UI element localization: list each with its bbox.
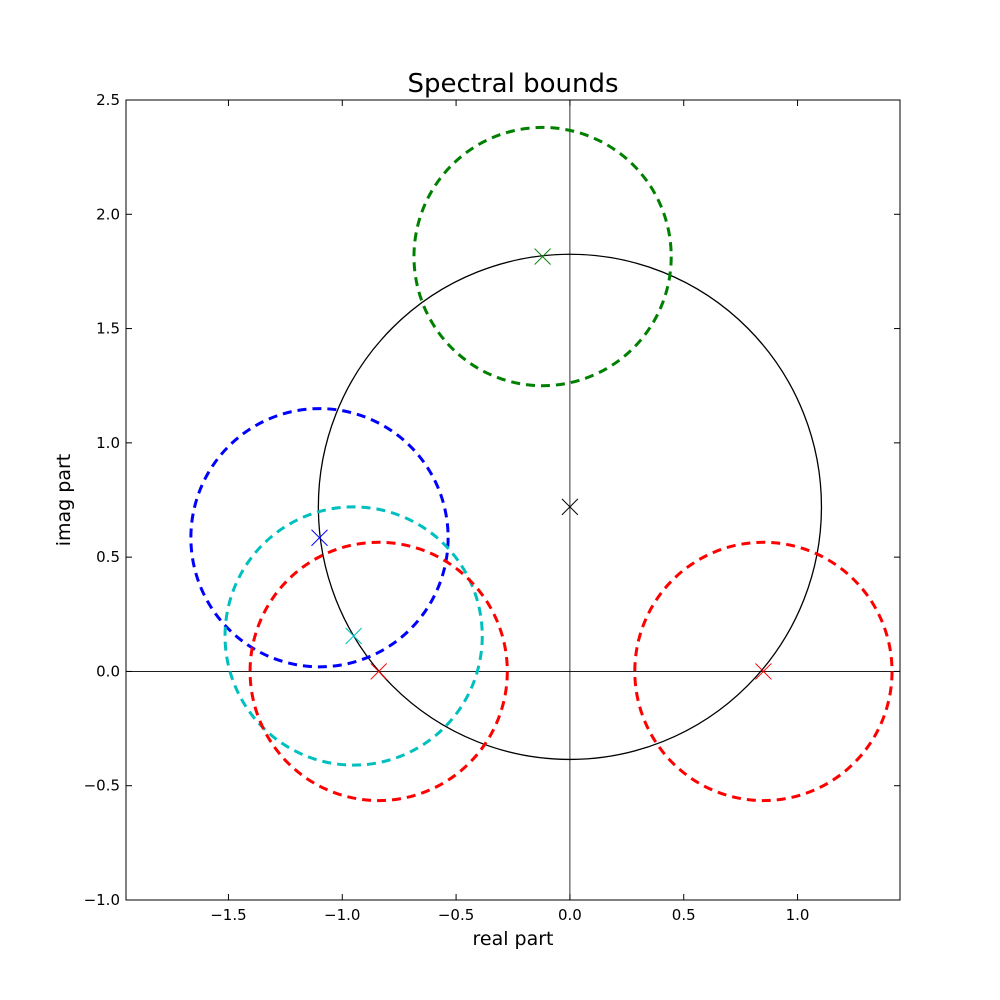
bound-circle-4: [248, 540, 509, 803]
x-tick-label: 1.0: [786, 906, 810, 924]
eigenvalue-markers: [311, 248, 772, 680]
y-tick-label: −0.5: [84, 777, 120, 795]
plot-area: [126, 100, 900, 900]
x-axis-label: real part: [472, 928, 553, 950]
x-marker-stroke: [311, 529, 328, 547]
y-tick-label: −1.0: [84, 891, 120, 909]
plot-frame: [125, 99, 901, 901]
main-circle-0: [317, 253, 823, 761]
x-marker-3: [345, 627, 363, 645]
x-marker-stroke: [534, 248, 551, 265]
y-tick-label: 0.0: [96, 662, 120, 680]
x-tick-label: −0.5: [438, 906, 474, 924]
x-tick-label: 0.0: [558, 906, 582, 924]
x-marker-4: [370, 663, 388, 680]
y-tick-label: 2.0: [96, 205, 120, 223]
x-tick-label: −1.0: [324, 906, 360, 924]
x-marker-1: [534, 248, 551, 265]
x-marker-stroke: [755, 663, 772, 680]
bound-circle-3: [223, 505, 484, 767]
tick-labels: −1.5 −1.0 −0.5 0.0 0.5 1.0 −1.0 −0.5 0.0 0.5 1.0 1.…: [84, 91, 810, 924]
x-marker-stroke: [345, 627, 363, 645]
y-tick-label: 1.0: [96, 434, 120, 452]
y-axis-label: imag part: [53, 454, 75, 547]
x-marker-5: [755, 663, 772, 680]
x-marker-stroke: [370, 663, 388, 680]
x-tick-label: −1.5: [210, 906, 246, 924]
chart-title: Spectral bounds: [407, 69, 618, 99]
reference-lines: [126, 100, 900, 900]
x-tick-label: 0.5: [672, 906, 696, 924]
y-tick-label: 1.5: [96, 320, 120, 338]
bound-circle-2: [189, 407, 450, 669]
y-tick-label: 2.5: [96, 91, 120, 109]
bound-circle-1: [412, 125, 673, 388]
x-marker-stroke: [561, 498, 579, 516]
y-tick-label: 0.5: [96, 548, 120, 566]
bound-circles: [189, 125, 894, 803]
x-marker-2: [311, 529, 328, 547]
bound-circle-5: [633, 540, 894, 803]
x-marker-0: [561, 498, 579, 516]
